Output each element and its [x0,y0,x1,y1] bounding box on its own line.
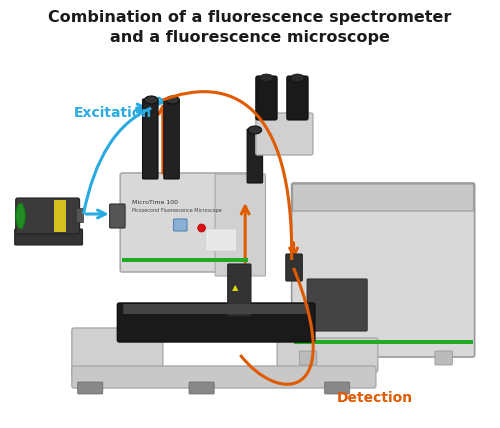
FancyBboxPatch shape [300,351,317,365]
FancyBboxPatch shape [120,173,250,272]
FancyBboxPatch shape [16,198,80,234]
FancyBboxPatch shape [78,382,103,394]
Ellipse shape [248,126,262,134]
FancyBboxPatch shape [164,99,180,179]
Text: Excitation: Excitation [74,106,152,120]
Text: Detection: Detection [337,391,413,405]
FancyBboxPatch shape [142,99,158,179]
FancyBboxPatch shape [324,382,349,394]
Ellipse shape [16,203,26,229]
FancyBboxPatch shape [72,328,163,377]
Bar [54,200,66,232]
FancyBboxPatch shape [292,183,474,357]
FancyBboxPatch shape [206,229,236,251]
Text: Picosecond Fluorescence Microscope: Picosecond Fluorescence Microscope [132,208,222,213]
FancyBboxPatch shape [277,338,378,372]
Text: MicroTime 100: MicroTime 100 [132,200,178,205]
FancyBboxPatch shape [435,351,452,365]
Bar [294,340,472,344]
FancyBboxPatch shape [215,174,266,276]
Circle shape [198,224,205,232]
FancyBboxPatch shape [292,184,474,211]
Text: Combination of a fluorescence spectrometer: Combination of a fluorescence spectromet… [48,10,452,25]
Ellipse shape [166,96,179,104]
FancyBboxPatch shape [247,129,262,183]
FancyBboxPatch shape [287,76,308,120]
Text: ▲: ▲ [232,283,238,292]
FancyBboxPatch shape [307,279,367,331]
FancyBboxPatch shape [14,229,82,245]
FancyBboxPatch shape [189,382,214,394]
FancyBboxPatch shape [118,303,315,342]
Text: and a fluorescence microscope: and a fluorescence microscope [110,30,390,45]
FancyBboxPatch shape [123,304,309,314]
Ellipse shape [144,96,158,104]
FancyBboxPatch shape [228,264,251,316]
FancyBboxPatch shape [174,219,187,231]
FancyBboxPatch shape [110,204,125,228]
FancyBboxPatch shape [256,76,277,120]
FancyBboxPatch shape [72,366,376,388]
Ellipse shape [260,74,273,82]
Bar [76,208,84,222]
FancyBboxPatch shape [256,113,313,155]
FancyBboxPatch shape [286,254,302,281]
Ellipse shape [290,74,304,82]
Bar [122,258,248,262]
